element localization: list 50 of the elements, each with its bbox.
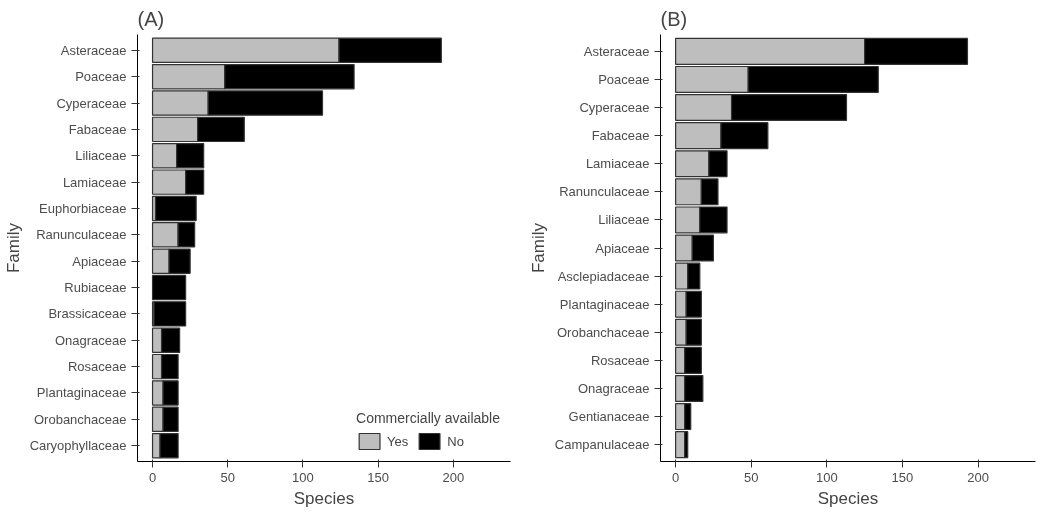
y-tick-label: Gentianaceae — [568, 409, 650, 425]
y-tick-label: Plantaginaceae — [559, 296, 650, 312]
y-axis-title: Family — [3, 222, 23, 274]
x-tick-label: 100 — [815, 469, 838, 485]
y-tick-label: Apiaceae — [72, 253, 127, 269]
y-tick-label: Asclepiadaceae — [557, 268, 650, 284]
y-tick-label: Orobanchaceae — [556, 324, 650, 340]
y-tick-label: Asteraceae — [583, 43, 650, 59]
y-tick-label: Euphorbiaceae — [39, 200, 127, 216]
y-tick-label: Asteraceae — [60, 42, 127, 58]
x-tick-label: 150 — [367, 469, 389, 485]
x-tick-label: 50 — [744, 469, 759, 485]
y-tick-label: Poaceae — [75, 69, 127, 85]
y-tick-label: Poaceae — [598, 71, 650, 87]
x-tick-label: 200 — [442, 469, 465, 485]
legend-label: Yes — [387, 433, 409, 449]
chart-title: (B) — [660, 7, 688, 30]
y-tick-label: Apiaceae — [595, 240, 650, 256]
y-tick-label: Brassicaceae — [48, 306, 127, 322]
y-tick-label: Liliaceae — [598, 212, 650, 228]
chart-title: (A) — [137, 7, 165, 30]
x-tick-label: 100 — [292, 469, 314, 485]
y-tick-label: Cyperaceae — [56, 95, 127, 111]
y-tick-label: Rosaceae — [67, 359, 127, 375]
x-tick-label: 50 — [220, 469, 235, 485]
y-tick-label: Onagraceae — [577, 380, 650, 396]
y-tick-label: Plantaginaceae — [36, 385, 127, 401]
y-tick-label: Lamiaceae — [585, 156, 650, 172]
y-tick-label: Ranunculaceae — [36, 227, 127, 243]
x-tick-label: 200 — [967, 469, 989, 485]
y-tick-label: Rubiaceae — [64, 280, 127, 296]
y-tick-label: Onagraceae — [54, 332, 127, 348]
legend-title: Commercially available — [356, 410, 500, 426]
y-tick-label: Lamiaceae — [62, 174, 127, 190]
x-tick-label: 150 — [891, 469, 914, 485]
x-axis-title: Species — [293, 488, 355, 508]
y-tick-label: Campanulaceae — [554, 437, 650, 453]
y-tick-label: Cyperaceae — [579, 100, 650, 116]
x-tick-label: 0 — [672, 469, 680, 485]
y-tick-label: Orobanchaceae — [33, 411, 127, 427]
y-tick-label: Ranunculaceae — [559, 184, 650, 200]
x-axis-title: Species — [817, 488, 879, 508]
y-tick-label: Liliaceae — [75, 148, 127, 164]
y-tick-label: Rosaceae — [590, 352, 650, 368]
legend-label: No — [447, 433, 465, 449]
y-axis-title: Family — [528, 222, 548, 274]
y-tick-label: Caryophyllaceae — [29, 438, 127, 454]
y-tick-label: Fabaceae — [591, 128, 650, 144]
x-tick-label: 0 — [148, 469, 157, 485]
y-tick-label: Fabaceae — [68, 121, 127, 137]
